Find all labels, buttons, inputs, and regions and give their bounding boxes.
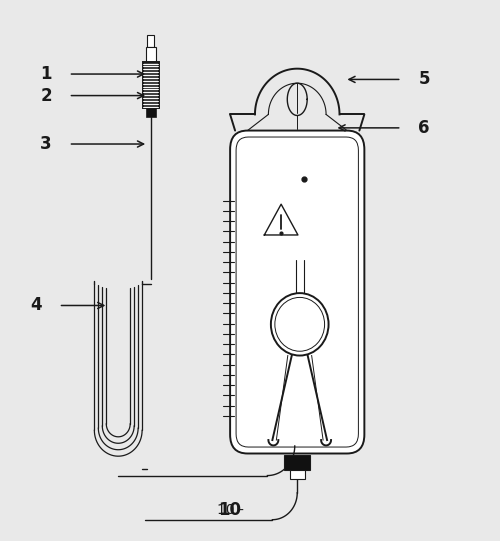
Text: 1: 1 bbox=[40, 65, 52, 83]
Text: 6: 6 bbox=[418, 119, 430, 137]
Bar bbox=[142, 62, 158, 108]
Text: 4: 4 bbox=[30, 296, 42, 314]
Text: 3: 3 bbox=[40, 135, 52, 153]
Bar bbox=[290, 470, 304, 479]
Text: 2: 2 bbox=[40, 87, 52, 104]
Text: 10: 10 bbox=[218, 501, 242, 519]
FancyBboxPatch shape bbox=[230, 130, 364, 453]
Bar bbox=[146, 47, 156, 62]
Bar bbox=[146, 108, 156, 116]
Bar bbox=[147, 35, 154, 47]
Text: 10 -: 10 - bbox=[216, 503, 244, 517]
Bar bbox=[284, 454, 310, 470]
Text: 5: 5 bbox=[418, 70, 430, 88]
